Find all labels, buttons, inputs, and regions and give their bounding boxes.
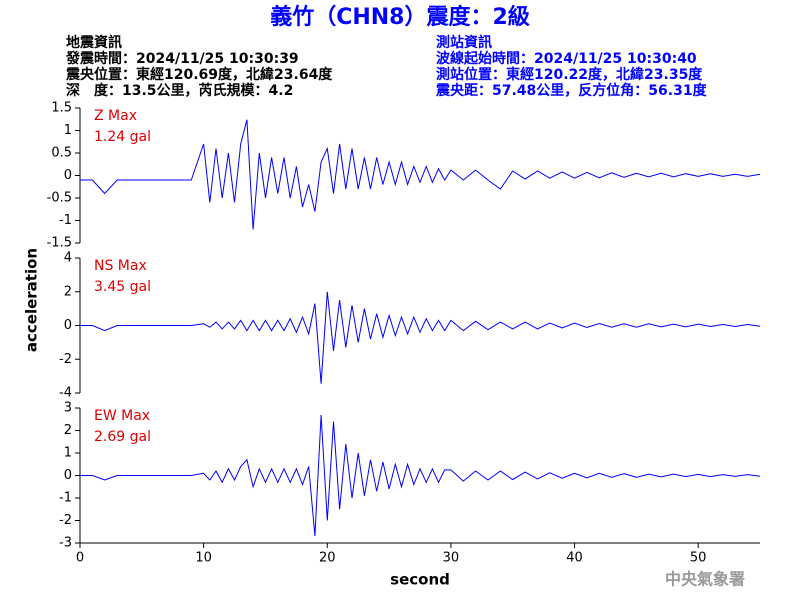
y-tick-label: -4 [59,386,72,401]
y-tick-label: -3 [59,536,72,551]
y-tick-label: 1.5 [51,101,72,116]
y-axis-label: acceleration [23,248,41,352]
annotation: NS Max [94,258,147,274]
y-tick-label: -1 [59,491,72,506]
annotation: Z Max [94,108,137,124]
y-tick-label: 2 [64,284,72,299]
annotation: EW Max [94,408,150,424]
y-tick-label: 0 [64,318,72,333]
info-right: 測站資訊 [436,34,492,51]
x-tick-label: 10 [195,551,212,566]
y-tick-label: 2 [64,423,72,438]
y-tick-label: 0.5 [51,146,72,161]
annotation: 3.45 gal [94,279,151,295]
info-right: 震央距：57.48公里，反方位角：56.31度 [435,82,708,99]
info-right: 測站位置：東經120.22度，北緯23.35度 [436,66,703,83]
info-left: 地震資訊 [66,34,122,51]
y-tick-label: -0.5 [47,191,72,206]
x-tick-label: 40 [566,551,583,566]
annotation: 2.69 gal [94,429,151,445]
watermark: 中央氣象署 [665,570,745,589]
y-tick-label: 1 [64,446,72,461]
y-tick-label: -2 [59,352,72,367]
y-tick-label: 0 [64,168,72,183]
waveform [80,291,761,384]
y-tick-label: 1 [64,123,72,138]
y-tick-label: -1.5 [47,236,72,251]
info-left: 震央位置：東經120.69度，北緯23.64度 [65,66,333,83]
x-tick-label: 30 [443,551,460,566]
waveform [80,119,761,230]
y-tick-label: 4 [64,251,72,266]
y-tick-label: 3 [64,401,72,416]
x-tick-label: 20 [319,551,336,566]
info-left: 深 度：13.5公里，芮氏規模：4.2 [66,82,293,99]
y-tick-label: 0 [64,468,72,483]
x-tick-label: 0 [76,551,84,566]
annotation: 1.24 gal [94,129,151,145]
y-tick-label: -2 [59,513,72,528]
chart-title: 義竹（CHN8）震度：2級 [270,4,530,30]
info-right: 波線起始時間：2024/11/25 10:30:40 [436,50,697,67]
info-left: 發震時間：2024/11/25 10:30:39 [65,50,299,67]
y-tick-label: -1 [59,213,72,228]
x-axis-label: second [390,571,450,589]
waveform [80,414,761,537]
x-tick-label: 50 [690,551,707,566]
